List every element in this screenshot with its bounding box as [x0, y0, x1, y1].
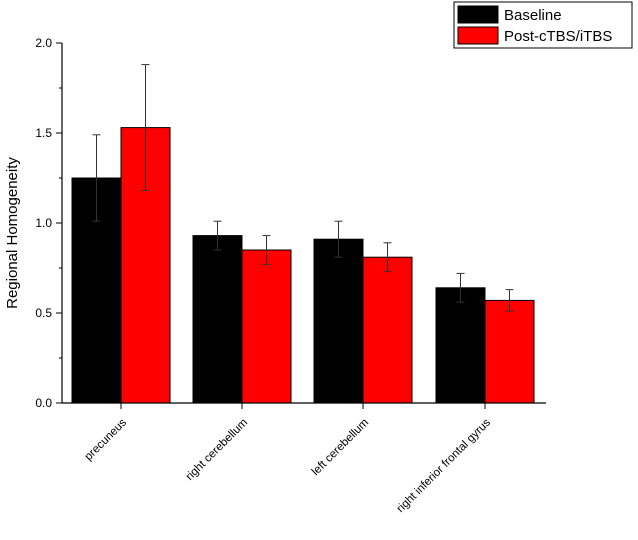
y-tick-label: 0.5	[35, 306, 52, 320]
y-tick-label: 1.5	[35, 126, 52, 140]
y-tick-label: 2.0	[35, 36, 52, 50]
legend-swatch-0	[457, 5, 499, 24]
x-tick-label: left cerebellum	[310, 417, 371, 478]
bar-baseline-3	[435, 287, 486, 404]
bar-baseline-2	[313, 238, 364, 404]
legend-label-1: Post-cTBS/iTBS	[504, 28, 612, 45]
bar-post-3	[484, 299, 535, 404]
x-tick-label: right inferior frontal gyrus	[395, 416, 494, 515]
bar-post-2	[362, 256, 413, 404]
legend-label-0: Baseline	[504, 7, 562, 24]
y-axis-title: Regional Homogeneity	[4, 157, 21, 309]
legend: Baseline Post-cTBS/iTBS	[453, 1, 633, 49]
y-tick-label: 0.0	[35, 396, 52, 410]
y-tick-label: 1.0	[35, 216, 52, 230]
bar-baseline-1	[192, 235, 243, 404]
plot-area	[71, 64, 535, 404]
bar-post-1	[241, 249, 292, 404]
legend-swatch-1	[457, 26, 499, 45]
x-tick-label: precuneus	[83, 416, 130, 463]
x-tick-label: right cerebellum	[184, 417, 250, 483]
